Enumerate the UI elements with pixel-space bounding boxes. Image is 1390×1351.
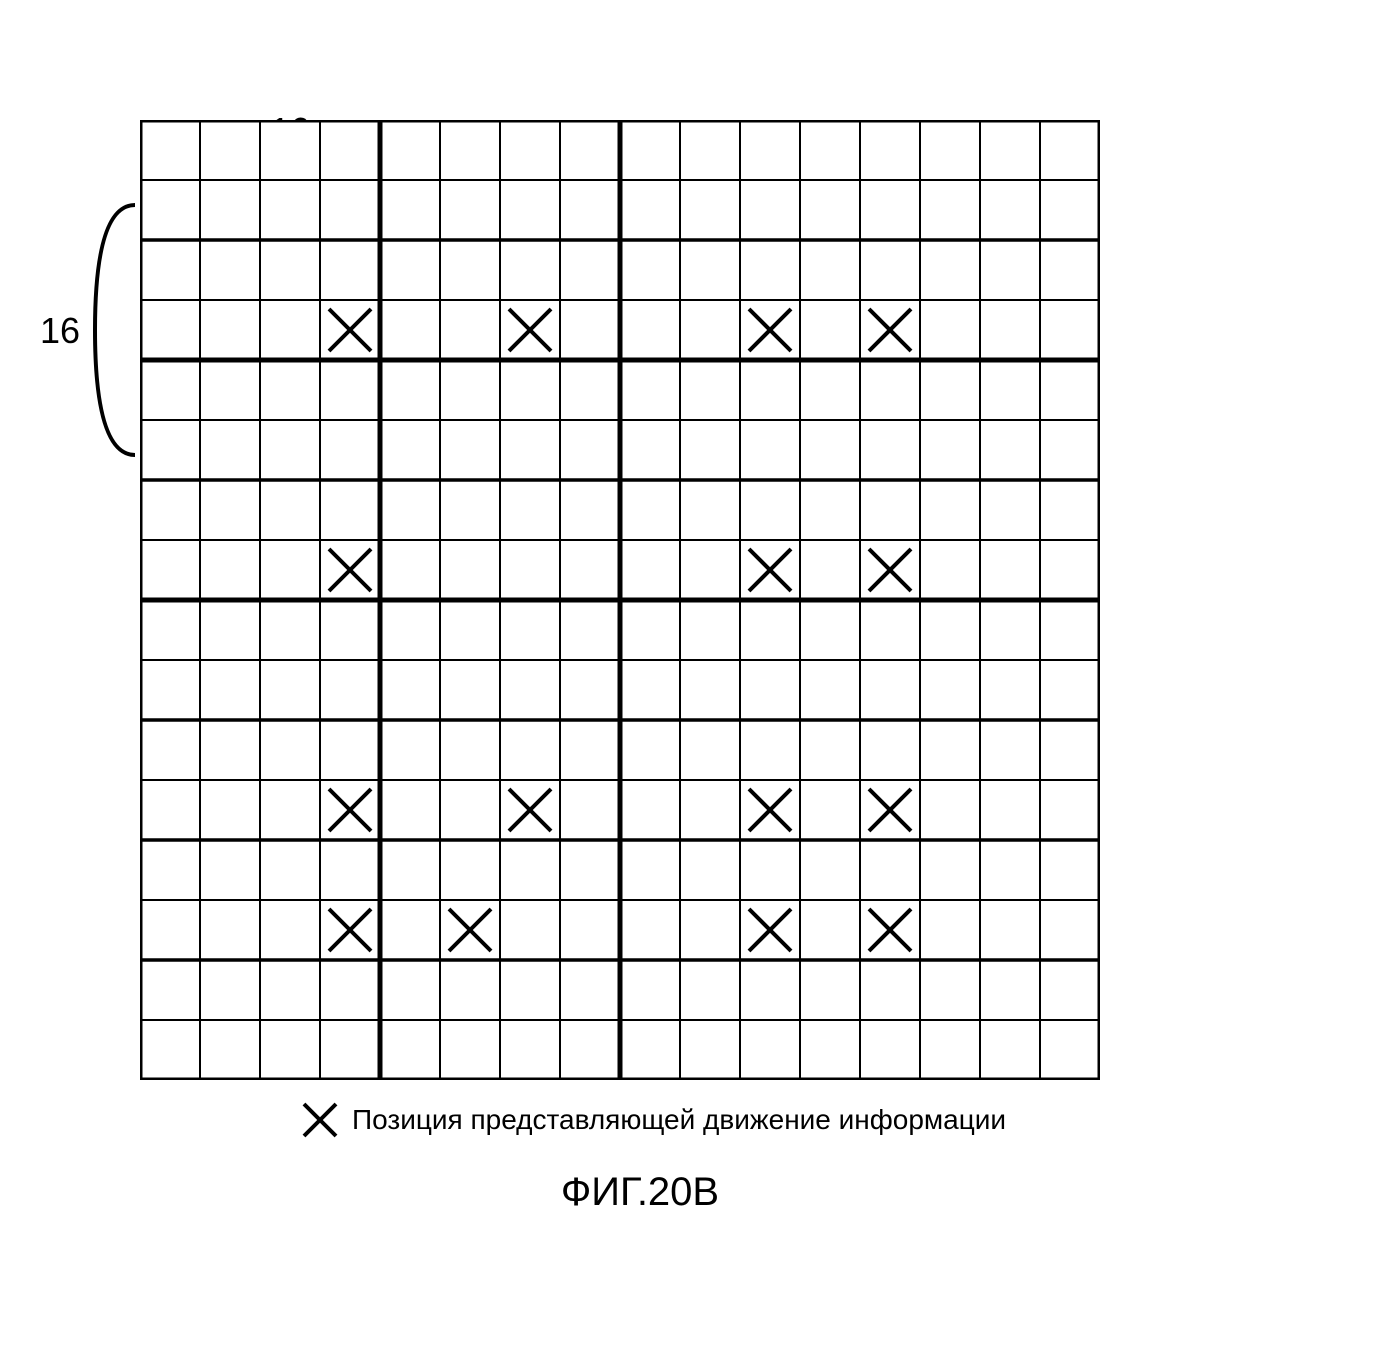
bracket-left [85, 200, 140, 460]
legend-x-icon [300, 1100, 340, 1140]
label-left-text: 16 [40, 310, 80, 351]
grid-wrapper [140, 120, 1140, 1080]
figure-caption: ФИГ.20B [140, 1170, 1140, 1215]
dimension-label-left: 16 [40, 310, 80, 352]
grid [140, 120, 1100, 1080]
legend: Позиция представляющей движение информац… [300, 1100, 1140, 1140]
figure-caption-text: ФИГ.20B [561, 1170, 719, 1214]
legend-text: Позиция представляющей движение информац… [352, 1104, 1006, 1136]
diagram-container: 16 16 Позиция представляющей движение ин… [40, 120, 1140, 1215]
